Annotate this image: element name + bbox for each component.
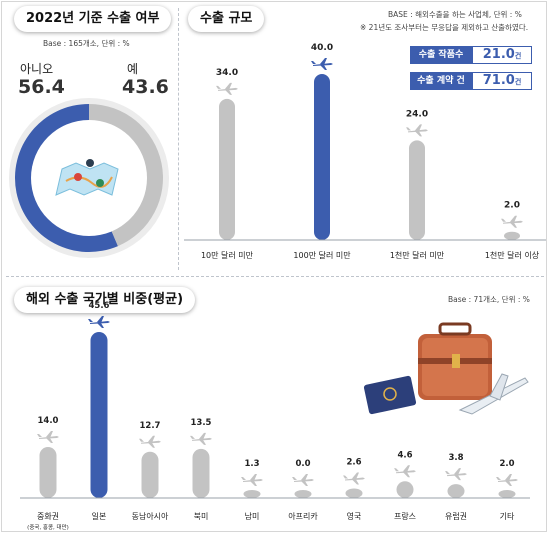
export-status-title: 2022년 기준 수출 여부 [14, 6, 172, 32]
airplane-marker-1 [88, 316, 110, 328]
kpi-works-value-box: 21.0건 [472, 46, 532, 64]
kpi-works-label: 수출 작품수 [410, 46, 472, 64]
value-label-3: 2.0 [504, 201, 520, 211]
category-label-7: 프랑스 [394, 511, 416, 521]
country-share-title: 해외 수출 국가별 비중(평균) [14, 287, 196, 313]
airplane-marker-7 [394, 465, 416, 478]
kpi-works-unit: 건 [514, 52, 522, 60]
category-label-3: 1천만 달러 이상 [485, 250, 540, 260]
bar-3 [504, 231, 520, 240]
value-label-3: 13.5 [191, 418, 212, 428]
export-status-donut [9, 98, 169, 258]
kpi-contracts-unit: 건 [514, 78, 522, 86]
value-label-0: 34.0 [216, 68, 238, 78]
export-scale-note: ※ 21년도 조사부터는 무응답을 제외하고 산출하였다. [360, 23, 529, 32]
bar-5 [294, 490, 312, 498]
bar-3 [192, 448, 210, 498]
category-label-9: 기타 [500, 512, 515, 521]
vertical-divider [178, 8, 179, 270]
bar-1 [314, 74, 330, 240]
kpi-works: 수출 작품수 21.0건 [410, 46, 532, 64]
bar-8 [447, 484, 465, 498]
value-label-2: 12.7 [140, 421, 161, 431]
airplane-marker-5 [292, 474, 314, 486]
airplane-marker-0 [216, 82, 238, 95]
bar-1 [90, 332, 108, 498]
passport-icon [363, 375, 417, 415]
value-label-6: 2.6 [346, 458, 361, 468]
yes-label: 예 [127, 62, 139, 76]
export-scale-title: 수출 규모 [188, 6, 265, 32]
category-sublabel-0: (중국, 홍콩, 대만) [27, 523, 69, 531]
category-label-3: 북미 [194, 512, 209, 521]
kpi-contracts-value: 71.0 [482, 73, 515, 88]
bar-2 [409, 140, 425, 240]
category-label-1: 100만 달러 미만 [293, 251, 351, 260]
category-label-8: 유럽권 [445, 511, 467, 521]
bar-6 [345, 488, 363, 498]
kpi-contracts-value-box: 71.0건 [472, 72, 532, 90]
country-share-base: Base : 71개소, 단위 : % [448, 295, 530, 304]
value-label-8: 3.8 [448, 453, 463, 463]
airplane-marker-6 [343, 472, 365, 485]
bar-0 [39, 447, 57, 498]
airplane-icon [458, 373, 529, 415]
bar-2 [141, 451, 159, 498]
airplane-marker-4 [241, 474, 263, 486]
category-label-5: 아프리카 [288, 511, 318, 521]
export-scale-chart: 34.0 10만 달러 미만 40.0 100만 달러 미만 24.0 1천만 달러 미만… [184, 43, 546, 260]
airplane-marker-0 [37, 431, 59, 444]
kpi-contracts-label: 수출 계약 건수 [410, 72, 472, 104]
airplane-marker-2 [406, 124, 428, 137]
no-value: 56.4 [18, 76, 65, 98]
value-label-5: 0.0 [295, 459, 310, 469]
travel-illustration [363, 322, 529, 415]
airplane-marker-2 [139, 435, 161, 448]
value-label-4: 1.3 [244, 459, 259, 469]
value-label-9: 2.0 [499, 459, 514, 469]
category-label-2: 동남아시아 [132, 511, 169, 521]
bar-0 [219, 98, 235, 241]
kpi-works-value: 21.0 [482, 47, 515, 62]
category-label-1: 일본 [92, 512, 107, 521]
value-label-1: 45.6 [89, 301, 110, 311]
category-label-0: 중화권 [37, 511, 59, 521]
category-label-2: 1천만 달러 미만 [390, 250, 445, 260]
country-share-chart: 14.0 중화권 (중국, 홍콩, 대만) 45.6 일본 12.7 동남아시아 13.5 북미… [20, 301, 530, 531]
export-scale-base: BASE : 해외수출을 하는 사업체, 단위 : % [388, 10, 522, 19]
airplane-marker-3 [501, 215, 523, 228]
value-label-0: 14.0 [38, 416, 59, 426]
category-label-0: 10만 달러 미만 [201, 251, 254, 260]
value-label-2: 24.0 [406, 109, 428, 119]
yes-value: 43.6 [122, 76, 169, 98]
map-icon [55, 159, 119, 196]
horizontal-divider [6, 276, 544, 277]
value-label-1: 40.0 [311, 43, 333, 53]
bar-9 [498, 490, 516, 498]
airplane-marker-9 [496, 474, 518, 486]
category-label-6: 영국 [347, 511, 362, 521]
kpi-contracts: 수출 계약 건수 71.0건 [410, 72, 532, 104]
value-label-7: 4.6 [397, 450, 412, 460]
no-label: 아니오 [20, 62, 54, 76]
bar-7 [396, 481, 414, 498]
airplane-marker-3 [190, 432, 212, 445]
bar-4 [243, 490, 261, 498]
export-status-base: Base : 165개소, 단위 : % [43, 39, 130, 48]
category-label-4: 남미 [245, 512, 260, 521]
airplane-marker-1 [311, 58, 333, 70]
suitcase-icon [418, 322, 492, 400]
airplane-marker-8 [445, 468, 467, 481]
